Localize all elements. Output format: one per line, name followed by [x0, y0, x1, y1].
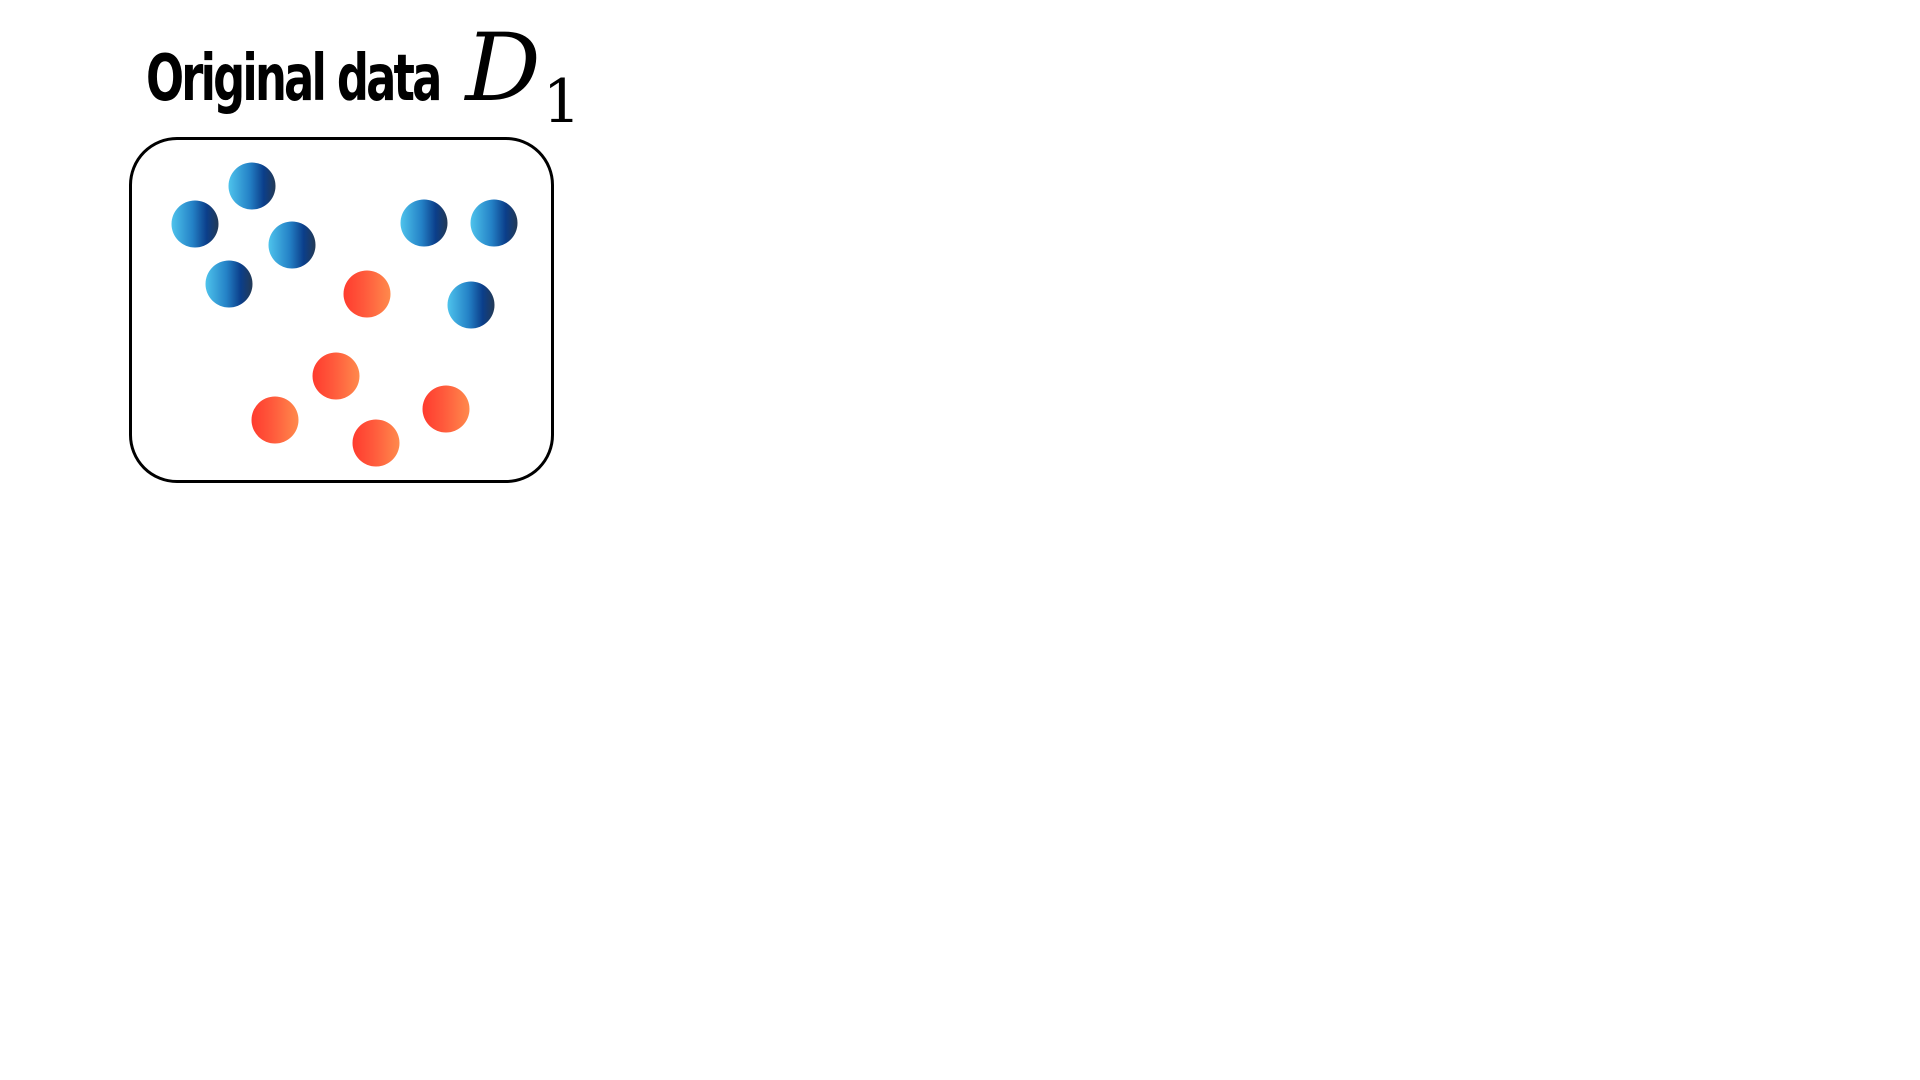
- blue-data-point: [205, 260, 253, 308]
- blue-data-point: [228, 162, 276, 210]
- title-text: Original data: [146, 42, 442, 116]
- red-data-point: [251, 396, 299, 444]
- blue-data-point: [470, 199, 518, 247]
- red-data-point: [422, 385, 470, 433]
- title-math-subscript: 1: [542, 67, 581, 137]
- blue-data-point: [447, 281, 495, 329]
- diagram-title: Original data D 1: [146, 14, 581, 133]
- dataset-box: [129, 137, 554, 483]
- red-data-point: [312, 352, 360, 400]
- blue-data-point: [171, 200, 219, 248]
- red-data-point: [352, 419, 400, 467]
- blue-data-point: [268, 221, 316, 269]
- red-data-point: [343, 270, 391, 318]
- blue-data-point: [400, 199, 448, 247]
- title-math-symbol: D: [465, 14, 541, 123]
